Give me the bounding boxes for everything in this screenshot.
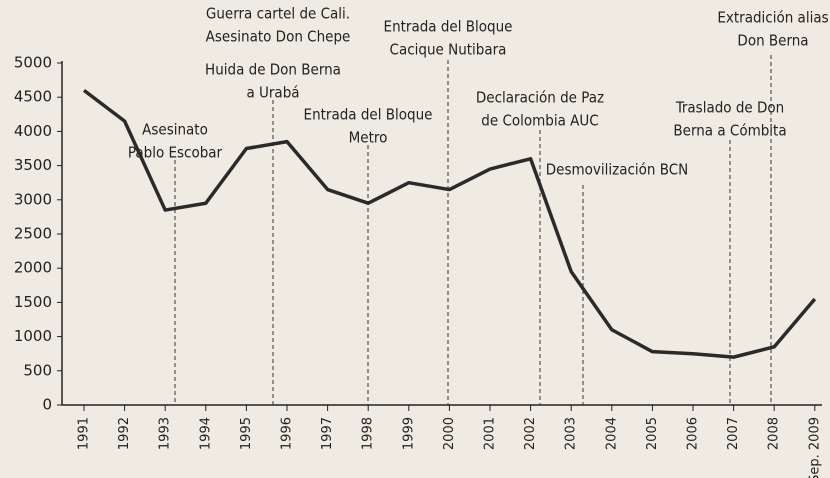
y-tick-label: 3500 [14, 156, 52, 174]
annotation: a Urabá [246, 84, 299, 102]
y-tick-label: 2000 [14, 259, 52, 277]
annotation: Guerra cartel de Cali. [206, 5, 350, 23]
annotation: de Colombia AUC [481, 112, 598, 130]
annotation: Cacique Nutibara [390, 41, 507, 59]
y-tick-label: 1000 [14, 327, 52, 345]
x-tick-label: 2005 [645, 417, 660, 450]
annotation: Asesinato [142, 121, 208, 139]
x-tick-label: 1999 [401, 417, 416, 450]
x-tick-label: 2008 [767, 417, 782, 450]
annotation: Entrada del Bloque [304, 106, 433, 124]
x-tick-label: 1996 [280, 417, 295, 450]
annotation: Metro [349, 129, 388, 147]
x-tick-label: 1991 [77, 417, 92, 450]
y-tick-label: 3000 [14, 190, 52, 208]
x-tick-label: 2001 [483, 417, 498, 450]
x-tick-label: 1992 [117, 417, 132, 450]
annotation: Desmovilización BCN [546, 161, 689, 179]
annotation: Asesinato Don Chepe [206, 28, 351, 46]
x-tick-label: Sep. 2009 [807, 417, 822, 478]
x-tick-label: 1998 [361, 417, 376, 450]
x-tick-label: 2004 [604, 417, 619, 450]
x-tick-label: 2000 [442, 417, 457, 450]
x-tick-label: 2003 [564, 417, 579, 450]
y-tick-label: 1500 [14, 293, 52, 311]
x-tick-label: 1997 [320, 417, 335, 450]
y-tick-label: 0 [42, 396, 52, 414]
annotation: Traslado de Don [675, 99, 784, 117]
x-tick-label: 1993 [158, 417, 173, 450]
y-tick-label: 4000 [14, 122, 52, 140]
x-tick-label: 1995 [239, 417, 254, 450]
y-tick-label: 4500 [14, 88, 52, 106]
annotation: Pablo Escobar [128, 144, 223, 162]
x-tick-label: 2007 [726, 417, 741, 450]
annotation: Don Berna [737, 32, 808, 50]
x-tick-label: 2002 [523, 417, 538, 450]
x-tick-label: 1994 [198, 417, 213, 450]
data-line [82, 88, 817, 359]
annotation: Declaración de Paz [476, 89, 604, 107]
annotation: Entrada del Bloque [384, 18, 513, 36]
y-tick-label: 500 [23, 361, 52, 379]
annotation: Berna a Cómbita [673, 122, 786, 140]
annotation: Huida de Don Berna [205, 61, 341, 79]
y-tick-label: 2500 [14, 225, 52, 243]
y-tick-label: 5000 [14, 54, 52, 72]
x-tick-label: 2006 [686, 417, 701, 450]
annotation: Extradición alias [717, 9, 828, 27]
